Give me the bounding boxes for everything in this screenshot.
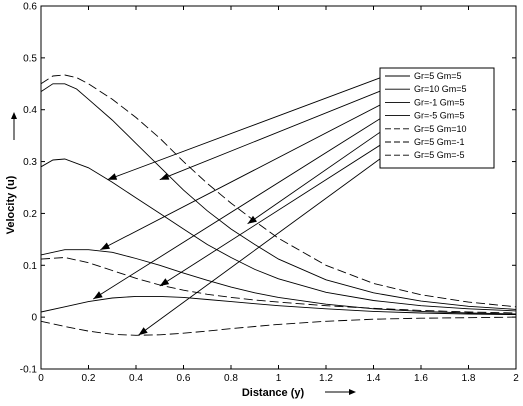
y-tick-label: 0.3 [23,157,37,168]
annotation-arrow-6 [159,141,386,287]
y-axis-ticks: -0.1 0 0.1 0.2 0.3 0.4 0.5 0.6 [20,2,516,376]
series-line-5 [40,74,517,308]
curves-layer [40,74,517,336]
x-tick-label: 0.8 [224,373,238,384]
legend-label-7: Gr=5 Gm=-5 [414,150,465,160]
y-axis-label: Velocity (u) [5,175,17,234]
x-tick-label: 2 [513,373,519,384]
annotation-arrow-4 [93,115,386,300]
annotation-arrowhead-7 [138,327,148,336]
series-line-4 [40,295,517,316]
legend-box [379,67,495,169]
y-tick-label: 0.6 [23,2,37,13]
x-axis-arrow-icon [325,389,356,395]
x-tick-label: 0.2 [82,373,96,384]
annotation-arrow-2 [159,88,386,181]
annotation-arrowhead-4 [93,291,103,299]
legend-label-6: Gr=5 Gm=-1 [414,137,465,147]
legend: Gr=5 Gm=5 Gr=10 Gm=5 Gr=-1 Gm=5 Gr=-5 Gm=5 G… [379,67,495,169]
series-line-1 [40,158,517,312]
plot-frame [40,5,517,370]
y-tick-label: 0.5 [23,53,37,64]
y-tick-label: 0.4 [23,105,37,116]
x-tick-label: 0 [38,373,44,384]
legend-label-4: Gr=-5 Gm=5 [414,111,465,121]
annotation-arrowhead-1 [107,173,118,180]
x-tick-label: 0.6 [177,373,191,384]
y-tick-label: -0.1 [20,365,38,376]
series-line-3 [40,249,517,315]
series-line-6 [40,257,517,314]
arrows-layer [93,75,386,336]
y-axis-arrow-icon [11,112,17,140]
legend-label-3: Gr=-1 Gm=5 [414,97,465,107]
x-tick-label: 0.4 [129,373,143,384]
x-tick-label: 1.2 [319,373,333,384]
x-tick-label: 1.4 [367,373,381,384]
legend-label-2: Gr=10 Gm=5 [414,84,467,94]
annotation-arrow-7 [138,154,386,336]
x-axis-ticks: 0 0.2 0.4 0.6 0.8 1 1.2 1.4 1.6 1.8 2 [38,6,519,384]
annotation-arrowhead-2 [159,173,170,180]
legend-label-1: Gr=5 Gm=5 [414,71,462,81]
annotation-arrow-5 [247,128,386,225]
y-tick-label: 0.2 [23,209,37,220]
series-line-7 [40,316,517,336]
legend-label-5: Gr=5 Gm=10 [414,124,467,134]
x-axis-label: Distance (y) [242,387,305,399]
y-tick-label: 0.1 [23,261,37,272]
x-tick-label: 1.6 [414,373,428,384]
annotation-arrowhead-6 [159,278,170,286]
annotation-arrowhead-5 [247,215,257,224]
y-tick-label: 0 [31,313,37,324]
x-tick-label: 1 [276,373,282,384]
annotation-arrowhead-3 [100,242,110,250]
x-tick-label: 1.8 [462,373,476,384]
annotation-arrow-3 [100,102,386,251]
annotation-arrow-1 [107,75,386,181]
